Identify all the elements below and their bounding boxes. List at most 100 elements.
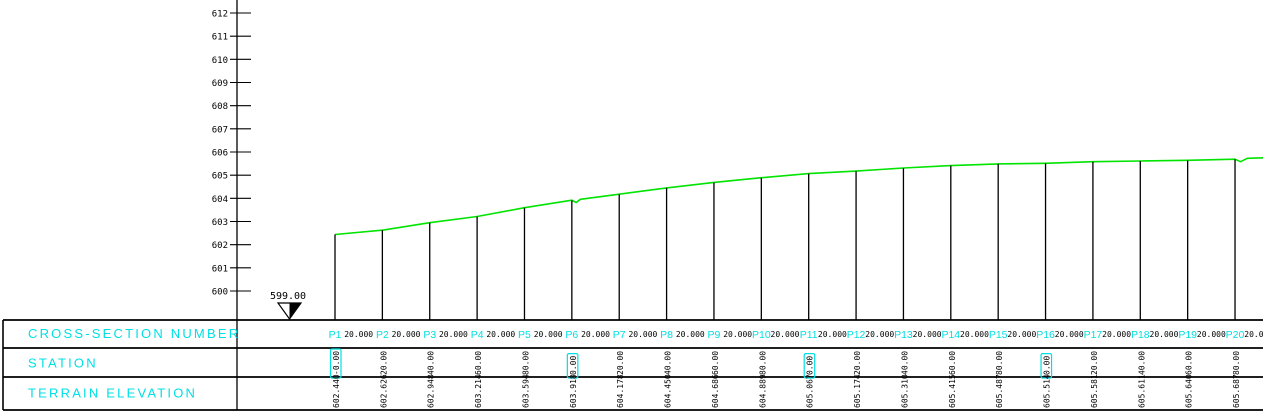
station-value-p8: 40.00 <box>664 351 673 375</box>
spacing-label: 20.000 <box>628 330 657 339</box>
station-highlight-box-p1 <box>329 348 342 379</box>
section-label-p11: P11 <box>800 329 818 341</box>
axis-tick-label: 611 <box>212 33 228 43</box>
station-value-p18: 40.00 <box>1137 351 1146 375</box>
section-label-p7: P7 <box>613 329 626 341</box>
station-highlight-box-p6 <box>566 353 579 379</box>
section-label-p8: P8 <box>660 329 673 341</box>
station-value-p11: 0.00 <box>806 356 815 375</box>
axis-tick-label: 608 <box>212 102 228 112</box>
axis-tick-label: 606 <box>212 148 228 158</box>
station-highlight-box-p11 <box>803 353 816 379</box>
section-label-p3: P3 <box>423 329 436 341</box>
section-label-p19: P19 <box>1178 329 1197 341</box>
spacing-label: 20.000 <box>676 330 705 339</box>
spacing-label: 20.000 <box>818 330 847 339</box>
elevation-value-p12: 605.174 <box>853 374 862 408</box>
spacing-label: 20.000 <box>865 330 894 339</box>
axis-tick-label: 602 <box>212 241 228 251</box>
elevation-value-p15: 605.487 <box>995 374 1004 408</box>
spacing-label: 20.000 <box>771 330 800 339</box>
axis-tick-label: 601 <box>212 264 228 274</box>
section-label-p20: P20 <box>1226 329 1245 341</box>
spacing-label: 20.000 <box>344 330 373 339</box>
elevation-value-p3: 602.948 <box>427 374 436 408</box>
elevation-value-p7: 604.178 <box>616 374 625 408</box>
elevation-value-p8: 604.450 <box>664 374 673 408</box>
spacing-label: 20.000 <box>581 330 610 339</box>
elevation-value-p14: 605.415 <box>948 374 957 408</box>
station-value-p19: 60.00 <box>1185 351 1194 375</box>
spacing-label: 20.000 <box>534 330 563 339</box>
axis-tick-label: 610 <box>212 56 228 66</box>
station-value-p6: 0.00 <box>569 356 578 375</box>
section-label-p12: P12 <box>847 329 866 341</box>
spacing-label: 20.000 <box>913 330 942 339</box>
section-label-p1: P1 <box>329 329 342 341</box>
spacing-label: 20.000 <box>1150 330 1179 339</box>
datum-marker-fill <box>289 303 301 319</box>
table-row-label-terrain-elevation: TERRAIN ELEVATION <box>28 386 197 401</box>
elevation-value-p4: 603.214 <box>474 374 483 408</box>
elevation-value-p17: 605.581 <box>1090 374 1099 408</box>
station-value-p4: 60.00 <box>474 351 483 375</box>
station-value-p12: 20.00 <box>853 351 862 375</box>
section-label-p16: P16 <box>1036 329 1055 341</box>
station-value-p20: 80.00 <box>1232 351 1241 375</box>
elevation-value-p9: 604.686 <box>711 374 720 408</box>
axis-tick-label: 605 <box>212 172 228 182</box>
axis-tick-label: 612 <box>212 9 228 19</box>
elevation-value-p10: 604.889 <box>758 374 767 408</box>
section-label-p17: P17 <box>1084 329 1103 341</box>
elevation-value-p16: 605.514 <box>1043 374 1052 408</box>
axis-tick-label: 607 <box>212 125 228 135</box>
spacing-label: 20.000 <box>1102 330 1131 339</box>
station-value-p13: 40.00 <box>900 351 909 375</box>
station-value-p15: 80.00 <box>995 351 1004 375</box>
terrain-line <box>334 157 1263 236</box>
spacing-label: 20.000 <box>1007 330 1036 339</box>
elevation-value-p5: 603.594 <box>521 374 530 408</box>
station-value-p17: 20.00 <box>1090 351 1099 375</box>
spacing-label: 20.000 <box>392 330 421 339</box>
axis-tick-label: 603 <box>212 218 228 228</box>
section-label-p5: P5 <box>518 329 531 341</box>
spacing-label: 20.000 <box>1197 330 1226 339</box>
section-label-p14: P14 <box>941 329 960 341</box>
station-value-p10: 80.00 <box>758 351 767 375</box>
spacing-label: 20.000 <box>1244 330 1263 339</box>
section-label-p6: P6 <box>565 329 578 341</box>
elevation-value-p1: 602.440 <box>332 374 341 408</box>
elevation-value-p18: 605.611 <box>1137 374 1146 408</box>
station-value-p14: 60.00 <box>948 351 957 375</box>
section-label-p13: P13 <box>894 329 913 341</box>
section-label-p10: P10 <box>752 329 771 341</box>
spacing-label: 20.000 <box>1055 330 1084 339</box>
axis-tick-label: 609 <box>212 79 228 89</box>
station-value-p16: 0.00 <box>1043 356 1052 375</box>
elevation-value-p11: 605.067 <box>806 374 815 408</box>
station-value-p7: 20.00 <box>616 351 625 375</box>
spacing-label: 20.000 <box>960 330 989 339</box>
elevation-value-p2: 602.626 <box>379 374 388 408</box>
section-label-p2: P2 <box>376 329 389 341</box>
section-label-p18: P18 <box>1131 329 1150 341</box>
table-row-label-station: STATION <box>28 356 98 371</box>
station-value-p5: 80.00 <box>521 351 530 375</box>
spacing-label: 20.000 <box>723 330 752 339</box>
datum-elevation-label: 599.00 <box>270 291 306 302</box>
station-value-p3: 40.00 <box>427 351 436 375</box>
elevation-value-p13: 605.310 <box>900 374 909 408</box>
axis-tick-label: 604 <box>212 195 228 205</box>
station-value-p2: 20.00 <box>379 351 388 375</box>
spacing-label: 20.000 <box>486 330 515 339</box>
axis-tick-label: 600 <box>212 288 228 298</box>
elevation-value-p20: 605.687 <box>1232 374 1241 408</box>
section-label-p15: P15 <box>989 329 1008 341</box>
spacing-label: 20.000 <box>439 330 468 339</box>
section-label-p9: P9 <box>708 329 721 341</box>
table-row-label-cross-section-number: CROSS-SECTION NUMBER <box>28 326 240 341</box>
section-label-p4: P4 <box>471 329 484 341</box>
station-value-p9: 60.00 <box>711 351 720 375</box>
